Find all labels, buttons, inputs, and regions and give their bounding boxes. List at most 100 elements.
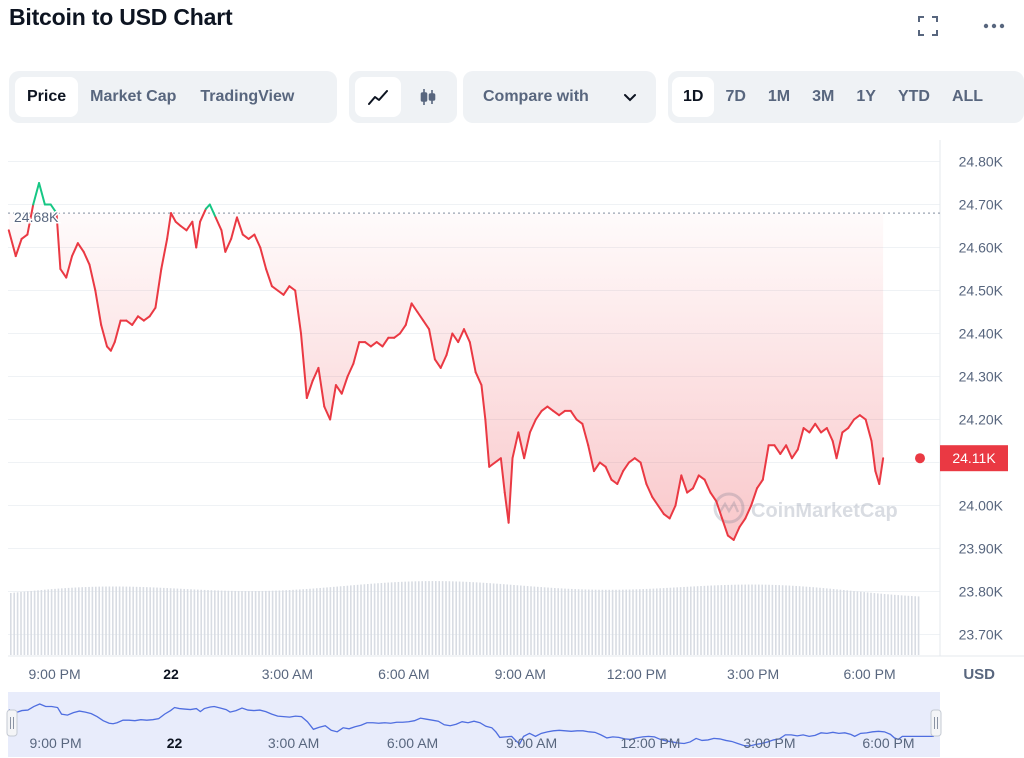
volume-bar [370,583,372,655]
volume-bar [659,588,661,655]
volume-bar [632,589,634,655]
price-segment [113,319,122,344]
navigator-handle-left[interactable] [6,709,18,737]
tab-price[interactable]: Price [15,77,79,117]
navigator-handle-right[interactable] [930,709,942,737]
x-tick-label: 9:00 PM [28,666,80,682]
volume-bar [615,589,617,655]
volume-bar [618,589,621,655]
range-7d[interactable]: 7D [725,88,746,105]
price-segment [627,457,636,464]
price-segment [523,431,531,460]
price-segment [340,375,349,395]
price-segment [610,478,619,485]
more-options-icon[interactable] [982,14,1006,38]
volume-bar [768,584,770,655]
price-segment [82,250,91,266]
price-segment [691,474,700,490]
volume-bar [584,589,587,655]
volume-bar [47,589,49,655]
line-chart-button[interactable] [355,77,401,117]
volume-bar [411,581,413,655]
price-segment [416,311,425,322]
volume-bar [479,582,481,655]
price-segment [468,341,477,374]
range-1y[interactable]: 1Y [856,88,876,105]
volume-bar [129,586,131,655]
price-segment [381,336,390,348]
volume-bar [744,584,746,655]
data-tabs: Price Market Cap TradingView [9,71,337,123]
price-segment [633,457,642,464]
volume-bar [241,591,243,655]
tab-tradingview[interactable]: TradingView [200,88,295,105]
price-segment [235,216,244,236]
volume-bar [588,589,590,655]
fullscreen-icon[interactable] [916,14,940,38]
tab-market-cap[interactable]: Market Cap [90,88,177,105]
price-segment [59,268,68,279]
compare-dropdown[interactable]: Compare with [463,71,656,123]
navigator-tick-label: 3:00 AM [268,735,319,751]
price-segment [160,237,169,270]
volume-bar [118,586,121,655]
volume-bar [37,590,39,655]
price-segment [65,255,74,279]
volume-bar [309,588,311,655]
price-segment [241,233,250,240]
volume-bar [832,589,835,655]
volume-bar [509,584,512,655]
volume-bar [526,586,529,655]
volume-bar [95,586,97,655]
price-segment [398,323,407,335]
navigator-background [8,692,940,757]
price-segment [334,384,343,395]
volume-bar [418,581,420,655]
volume-bar [401,581,403,655]
candlestick-button[interactable] [405,77,451,117]
volume-bar [679,587,682,655]
price-segment [622,461,630,473]
volume-bar [190,589,192,655]
volume-bar [132,586,134,655]
volume-bar [91,586,94,655]
volume-bar [356,584,359,655]
volume-bar [826,588,828,655]
price-segment [294,289,303,335]
volume-bar [237,590,240,655]
price-segment [507,457,514,524]
volume-bar [173,588,175,655]
volume-bar [258,591,260,655]
price-segment [657,504,665,516]
price-segment [864,418,873,442]
volume-bar [873,593,876,655]
volume-bar [571,588,573,655]
range-ytd[interactable]: YTD [897,88,930,105]
range-1m[interactable]: 1M [767,88,791,105]
range-1d[interactable]: 1D [672,77,715,117]
volume-bar [815,587,818,655]
current-price-label: 24.11K [952,450,996,466]
volume-bar [894,594,896,655]
volume-bar [829,588,831,655]
range-3m[interactable]: 3M [812,88,835,105]
price-segment [575,418,584,425]
volume-bar [135,586,138,655]
volume-bar [798,586,801,655]
price-segment [593,461,601,473]
volume-bar [448,581,451,655]
x-tick-label: 22 [163,666,179,682]
volume-bar [737,584,740,655]
volume-bar [700,586,702,655]
volume-bar [785,585,787,655]
y-tick-label: 23.90K [959,541,1004,557]
volume-bar [846,590,848,655]
volume-bar [193,589,196,655]
price-segment [662,513,671,520]
price-segment [853,414,861,421]
price-segment [166,212,172,240]
range-all[interactable]: ALL [951,88,984,105]
price-segment [814,422,823,434]
volume-bar [781,585,784,655]
